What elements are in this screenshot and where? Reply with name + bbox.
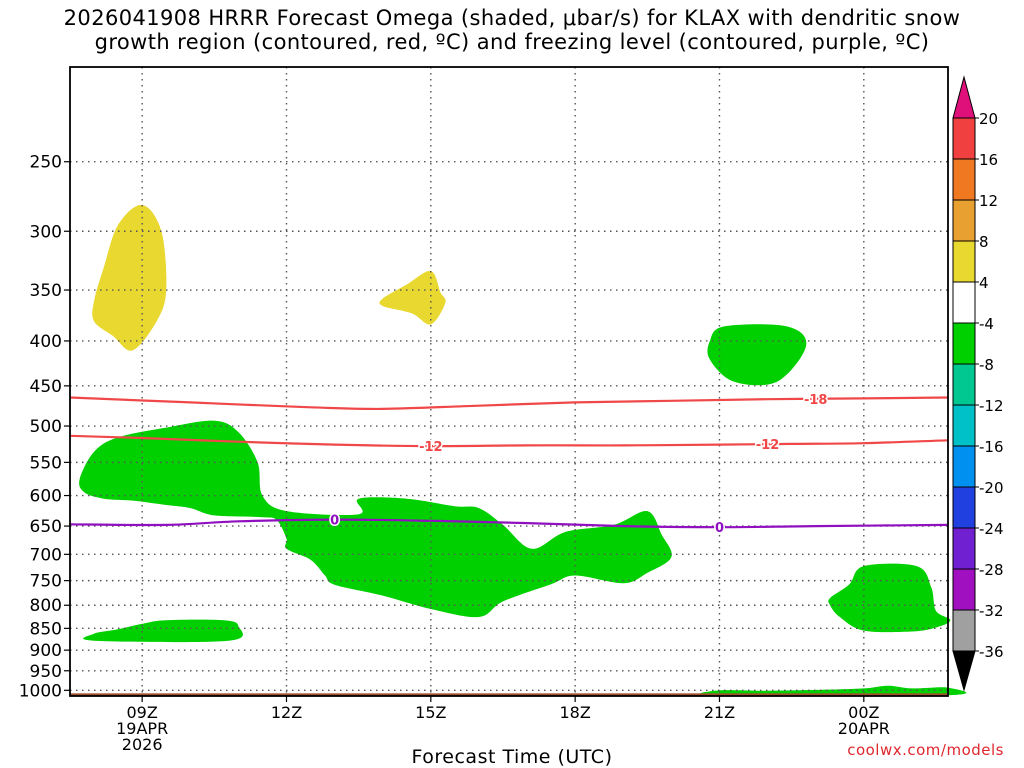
chart-title: 2026041908 HRRR Forecast Omega (shaded, …: [0, 6, 1024, 54]
source-credit[interactable]: coolwx.com/models: [847, 741, 1004, 759]
colorbar-band--24--20: [952, 486, 976, 529]
omega-region-yellow-upper-left: [92, 204, 167, 351]
y-tick-label-800: 800: [30, 596, 62, 616]
y-tick-label-500: 500: [30, 417, 62, 437]
contour-freezing-level: [69, 518, 949, 529]
omega-region-yellow-mid: [379, 270, 446, 325]
plot-frame: [69, 66, 949, 697]
colorbar-under-triangle: [952, 650, 976, 692]
y-tick-label-250: 250: [30, 153, 62, 173]
colorbar-tick-label--28: -28: [979, 561, 1004, 579]
colorbar-band--16--12: [952, 404, 976, 447]
colorbar-band-12-16: [952, 158, 976, 201]
x-tick-label-09z: 09Z: [127, 703, 158, 722]
colorbar-band-16-20: [952, 117, 976, 160]
colorbar-tick-label--16: -16: [979, 438, 1004, 456]
colorbar-tick-label-8: 8: [979, 233, 989, 251]
colorbar-tick-label-16: 16: [979, 151, 998, 169]
x-tick-label-12z: 12Z: [271, 703, 302, 722]
colorbar: 20 16 12 8 4 -4 -8 -12 -16 -20 -24 -28 -32 -36: [952, 75, 1004, 692]
colorbar-tick-label-20: 20: [979, 110, 998, 128]
omega-region-green-lower-right: [828, 563, 951, 633]
x-tick-label-15z: 15Z: [415, 703, 446, 722]
colorbar-tick-label--8: -8: [979, 356, 994, 374]
y-tick-label-750: 750: [30, 572, 62, 592]
y-tick-label-400: 400: [30, 332, 62, 352]
y-tick-label-950: 950: [30, 662, 62, 682]
x-tick-label-20apr: 20APR: [838, 719, 890, 738]
colorbar-band-8-12: [952, 199, 976, 242]
colorbar-tick-label--36: -36: [979, 643, 1004, 661]
colorbar-band--4-4: [952, 281, 976, 324]
y-tick-label-300: 300: [30, 222, 62, 242]
x-tick-label-21z: 21Z: [704, 703, 735, 722]
x-tick-label-2026: 2026: [122, 735, 163, 754]
colorbar-band--28--24: [952, 527, 976, 570]
x-axis-label: Forecast Time (UTC): [411, 746, 613, 768]
y-tick-label-550: 550: [30, 453, 62, 473]
contour-label-freezing-level-0: 0: [330, 514, 339, 529]
chart-title-line1: 2026041908 HRRR Forecast Omega (shaded, …: [63, 6, 961, 30]
colorbar-tick-label--24: -24: [979, 520, 1004, 538]
ground-strip: [70, 693, 948, 696]
colorbar-band--36--32: [952, 609, 976, 652]
colorbar-tick-label--12: -12: [979, 397, 1004, 415]
contour-label-dgz-minus-12-0: -12: [419, 440, 443, 455]
contour-dgz-minus-18: [69, 396, 949, 411]
colorbar-band--20--16: [952, 445, 976, 488]
colorbar-tick-label--4: -4: [979, 315, 994, 333]
contour-label-dgz-minus-18-0: -18: [804, 393, 828, 408]
y-tick-label-900: 900: [30, 641, 62, 661]
y-tick-label-1000: 1000: [19, 681, 62, 701]
colorbar-band--8--4: [952, 322, 976, 365]
colorbar-tick-label--32: -32: [979, 602, 1004, 620]
y-tick-label-700: 700: [30, 545, 62, 565]
x-tick-label-18z: 18Z: [559, 703, 590, 722]
plot-area: -18 -12 -12 0 0 250 300 350 400 450 500 550 600 650 70…: [19, 66, 967, 754]
contour-dgz-minus-12: [69, 434, 949, 448]
y-tick-label-450: 450: [30, 377, 62, 397]
y-tick-label-350: 350: [30, 281, 62, 301]
y-tick-label-850: 850: [30, 619, 62, 639]
x-tick-label-19apr: 19APR: [116, 719, 168, 738]
colorbar-tick-label-12: 12: [979, 192, 998, 210]
chart-title-line2: growth region (contoured, red, ºC) and f…: [94, 30, 930, 54]
y-tick-label-600: 600: [30, 487, 62, 507]
y-tick-label-650: 650: [30, 517, 62, 537]
colorbar-tick-label--20: -20: [979, 479, 1004, 497]
x-tick-label-00z: 00Z: [848, 703, 879, 722]
colorbar-band-4-8: [952, 240, 976, 283]
contour-label-dgz-minus-12-1: -12: [756, 438, 780, 453]
omega-region-green-upper-right: [707, 324, 807, 386]
contour-label-freezing-level-1: 0: [715, 521, 724, 536]
omega-region-green-lower-left: [83, 619, 243, 643]
colorbar-band--32--28: [952, 568, 976, 611]
colorbar-over-triangle: [952, 75, 976, 119]
colorbar-tick-label-4: 4: [979, 274, 989, 292]
colorbar-band--12--8: [952, 363, 976, 406]
